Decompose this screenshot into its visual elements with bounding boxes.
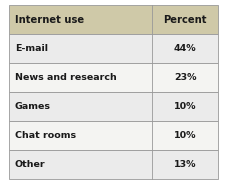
Text: 10%: 10% [174, 131, 196, 140]
Text: 44%: 44% [174, 44, 196, 53]
Bar [9, 64, 218, 92]
Bar [9, 34, 218, 64]
Bar [9, 150, 218, 179]
Text: 13%: 13% [174, 160, 196, 169]
Bar [9, 5, 218, 34]
Text: News and research: News and research [15, 73, 116, 82]
Text: 23%: 23% [174, 73, 196, 82]
Text: Internet use: Internet use [15, 15, 84, 25]
Bar [9, 121, 218, 150]
Text: E-mail: E-mail [15, 44, 48, 53]
Text: Games: Games [15, 102, 51, 111]
Text: 10%: 10% [174, 102, 196, 111]
Text: Other: Other [15, 160, 45, 169]
Bar [9, 92, 218, 121]
Text: Chat rooms: Chat rooms [15, 131, 76, 140]
Text: Percent: Percent [163, 15, 207, 25]
